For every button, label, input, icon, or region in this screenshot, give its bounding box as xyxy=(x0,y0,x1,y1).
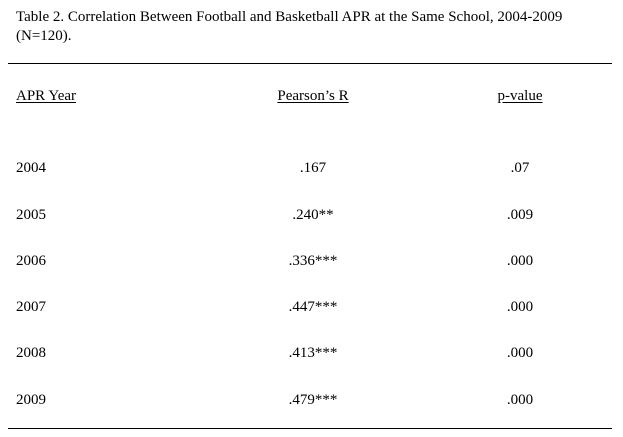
cell-pearsons-r: .167 xyxy=(299,160,327,176)
cell-year: 2004 xyxy=(16,160,46,176)
table-header-row: APR Year Pearson’s R p-value xyxy=(0,86,623,106)
cell-year: 2005 xyxy=(16,207,46,223)
cell-pearsons-r: .447*** xyxy=(288,299,338,315)
table-row: 2007 .447*** .000 xyxy=(0,297,623,317)
table-bottom-rule xyxy=(8,428,612,429)
cell-pearsons-r: .479*** xyxy=(288,392,338,408)
cell-year: 2009 xyxy=(16,392,46,408)
cell-year: 2008 xyxy=(16,345,46,361)
table-row: 2004 .167 .07 xyxy=(0,158,623,178)
cell-pearsons-r: .336*** xyxy=(288,253,338,269)
header-pearsons-r: Pearson’s R xyxy=(277,88,349,104)
table-top-rule xyxy=(8,63,612,64)
caption-line-2: (N=120). xyxy=(16,28,72,44)
header-apr-year: APR Year xyxy=(16,88,77,104)
table-row: 2009 .479*** .000 xyxy=(0,390,623,410)
cell-p-value: .000 xyxy=(506,392,534,408)
cell-pearsons-r: .240** xyxy=(292,207,334,223)
cell-p-value: .000 xyxy=(506,299,534,315)
table-caption: Table 2. Correlation Between Football an… xyxy=(16,8,616,46)
cell-p-value: .000 xyxy=(506,345,534,361)
header-p-value: p-value xyxy=(497,88,543,104)
cell-year: 2007 xyxy=(16,299,46,315)
caption-line-1: Table 2. Correlation Between Football an… xyxy=(16,9,563,25)
table-row: 2005 .240** .009 xyxy=(0,205,623,225)
table-row: 2008 .413*** .000 xyxy=(0,343,623,363)
cell-p-value: .009 xyxy=(506,207,534,223)
cell-pearsons-r: .413*** xyxy=(288,345,338,361)
cell-p-value: .000 xyxy=(506,253,534,269)
cell-p-value: .07 xyxy=(510,160,530,176)
table-row: 2006 .336*** .000 xyxy=(0,251,623,271)
cell-year: 2006 xyxy=(16,253,46,269)
